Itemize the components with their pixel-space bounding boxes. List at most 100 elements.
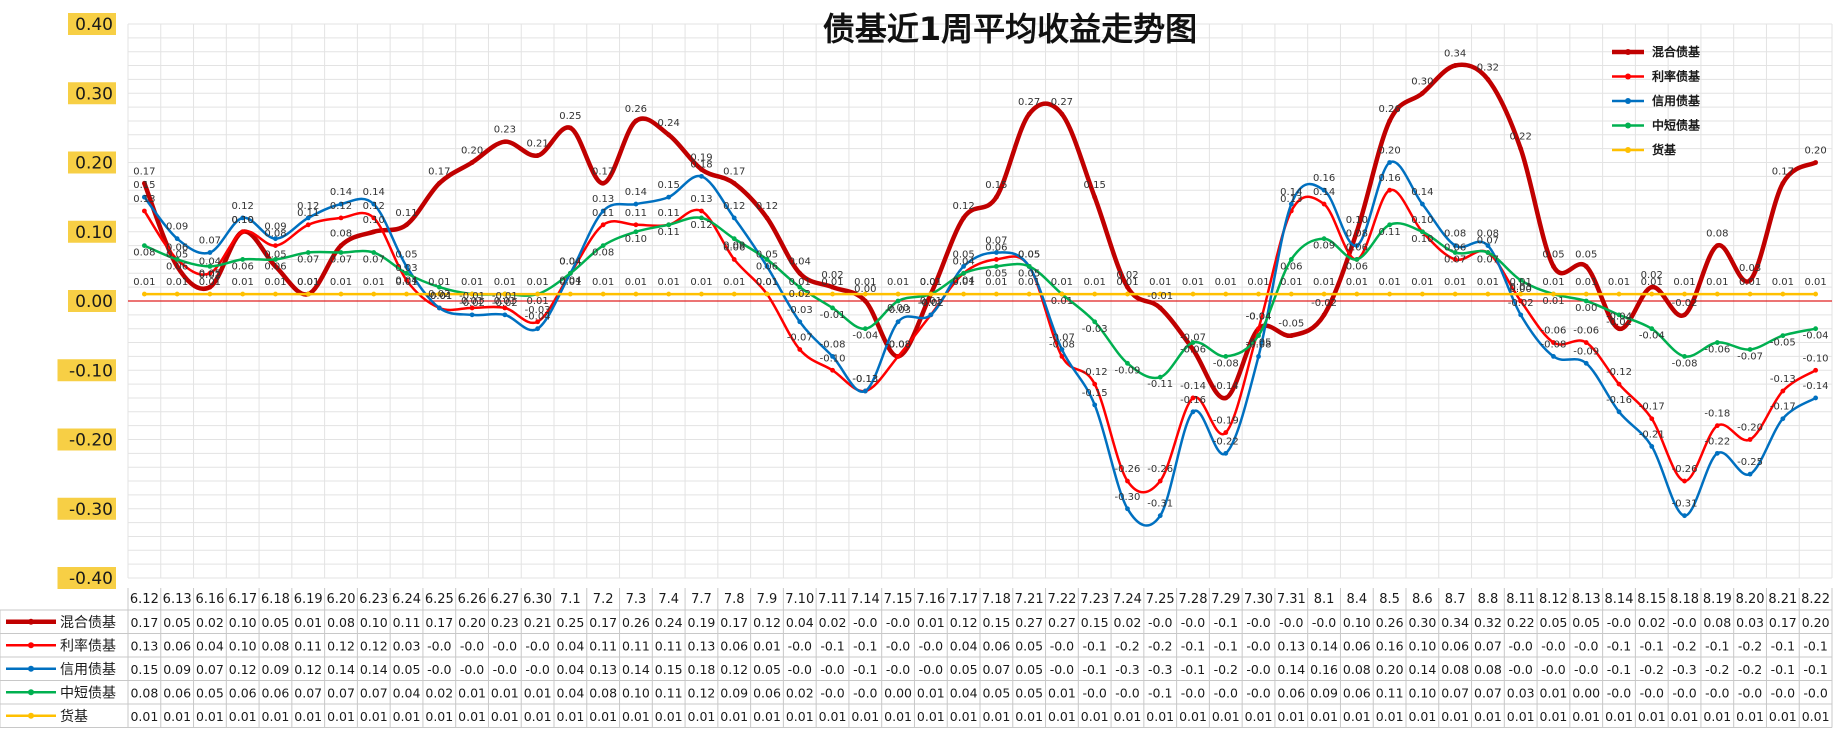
data-label: 0.22 — [1510, 132, 1532, 143]
table-cell: 0.01 — [327, 709, 355, 724]
data-label: 0.04 — [952, 275, 974, 286]
data-label: 0.16 — [1378, 173, 1400, 184]
data-point — [600, 208, 606, 214]
data-label: 0.01 — [1018, 277, 1040, 288]
data-label: 0.07 — [297, 255, 319, 266]
table-cell: -0.0 — [1181, 615, 1205, 630]
data-point — [1616, 312, 1622, 318]
table-cell: -0.0 — [1246, 638, 1270, 653]
table-cell: 0.01 — [851, 709, 879, 724]
data-label: 0.18 — [690, 159, 712, 170]
x-tick-label: 6.25 — [425, 592, 454, 607]
table-cell: 0.05 — [196, 685, 224, 700]
data-point — [993, 291, 999, 297]
data-table: 6.12 6.13 6.16 6.17 6.18 6.19 6.20 6.23 6.24 6.25… — [0, 588, 1833, 728]
data-label: 0.14 — [1280, 187, 1302, 198]
table-cell: 0.20 — [1802, 615, 1830, 630]
data-point — [1419, 201, 1425, 207]
x-tick-label: 7.22 — [1047, 592, 1076, 607]
data-point — [1354, 229, 1360, 235]
data-point — [1387, 187, 1393, 193]
data-label: 0.05 — [952, 249, 974, 260]
table-cell: 0.12 — [753, 615, 781, 630]
data-point — [305, 215, 311, 221]
data-label: 0.00 — [1510, 284, 1532, 295]
data-point — [1321, 291, 1327, 297]
data-point — [1354, 243, 1360, 249]
data-point — [797, 270, 803, 276]
data-point — [666, 222, 672, 228]
table-cell: 0.01 — [655, 709, 683, 724]
data-point — [1223, 450, 1229, 456]
data-label: -0.08 — [885, 339, 911, 350]
table-cell: 0.30 — [1408, 615, 1436, 630]
data-label: 0.01 — [1444, 277, 1466, 288]
table-cell: 0.01 — [1048, 685, 1076, 700]
data-label: -0.10 — [820, 353, 846, 364]
data-label: 0.21 — [526, 139, 548, 150]
x-tick-label: 8.22 — [1801, 592, 1830, 607]
data-point — [1518, 298, 1524, 304]
x-tick-label: 7.16 — [916, 592, 945, 607]
y-tick-label: 0.10 — [75, 223, 113, 243]
table-cell: 0.05 — [950, 662, 978, 677]
data-label: 0.08 — [1346, 229, 1368, 240]
table-cell: -0.2 — [1640, 662, 1664, 677]
data-point — [1059, 354, 1065, 359]
table-cell: -0.2 — [1672, 638, 1696, 653]
data-point — [1288, 333, 1294, 339]
data-point — [1649, 326, 1655, 332]
data-point — [404, 263, 409, 269]
data-label: 0.01 — [526, 296, 548, 307]
data-point — [895, 319, 901, 325]
data-point — [1223, 430, 1229, 435]
y-tick-highlight — [68, 13, 116, 35]
data-label: -0.01 — [459, 291, 485, 302]
series-layer — [141, 62, 1819, 527]
data-point — [1256, 333, 1261, 339]
data-point — [993, 263, 999, 269]
table-cell: 0.01 — [130, 709, 158, 724]
legend-label: 信用债基 — [1652, 93, 1701, 108]
data-label: 0.26 — [1378, 104, 1400, 115]
data-label: -0.07 — [1180, 332, 1206, 343]
table-cell: 0.27 — [1048, 615, 1076, 630]
data-label: 0.01 — [1084, 277, 1106, 288]
data-label: -0.04 — [1803, 331, 1829, 342]
data-label: 0.20 — [1804, 146, 1826, 157]
x-tick-label: 8.5 — [1379, 592, 1400, 607]
data-point — [1321, 312, 1327, 318]
data-label: 0.10 — [1346, 215, 1368, 226]
table-cell: 0.32 — [1474, 615, 1502, 630]
data-label: 0.17 — [428, 166, 450, 177]
data-point — [1026, 263, 1032, 269]
y-tick-highlight — [68, 290, 116, 312]
data-label: -0.10 — [1803, 353, 1829, 364]
table-cell: 0.12 — [327, 638, 355, 653]
data-label: -0.04 — [525, 312, 551, 323]
data-point — [1616, 409, 1622, 415]
row-label: 货基 — [60, 708, 88, 725]
table-cell: 0.01 — [458, 685, 486, 700]
data-point — [699, 215, 704, 221]
data-label: -0.16 — [1180, 395, 1206, 406]
table-cell: -0.1 — [1771, 662, 1795, 677]
table-cell: 0.12 — [294, 662, 322, 677]
data-point — [633, 229, 639, 235]
table-cell: -0.0 — [788, 662, 812, 677]
data-point — [1813, 367, 1819, 373]
data-label: 0.01 — [199, 277, 221, 288]
table-cell: -0.0 — [1705, 685, 1729, 700]
data-point — [1059, 347, 1065, 352]
data-point — [404, 270, 409, 276]
x-tick-label: 7.18 — [982, 592, 1011, 607]
data-label: -0.22 — [1213, 436, 1239, 447]
table-cell: 0.01 — [491, 709, 519, 724]
table-cell: 0.19 — [688, 615, 716, 630]
table-cell: 0.05 — [753, 662, 781, 677]
data-label: 0.06 — [232, 261, 254, 272]
table-cell: -0.3 — [1148, 662, 1172, 677]
table-cell: 0.11 — [655, 685, 683, 700]
data-label: 0.12 — [330, 201, 352, 212]
legend-item: 货基 — [1612, 142, 1677, 157]
